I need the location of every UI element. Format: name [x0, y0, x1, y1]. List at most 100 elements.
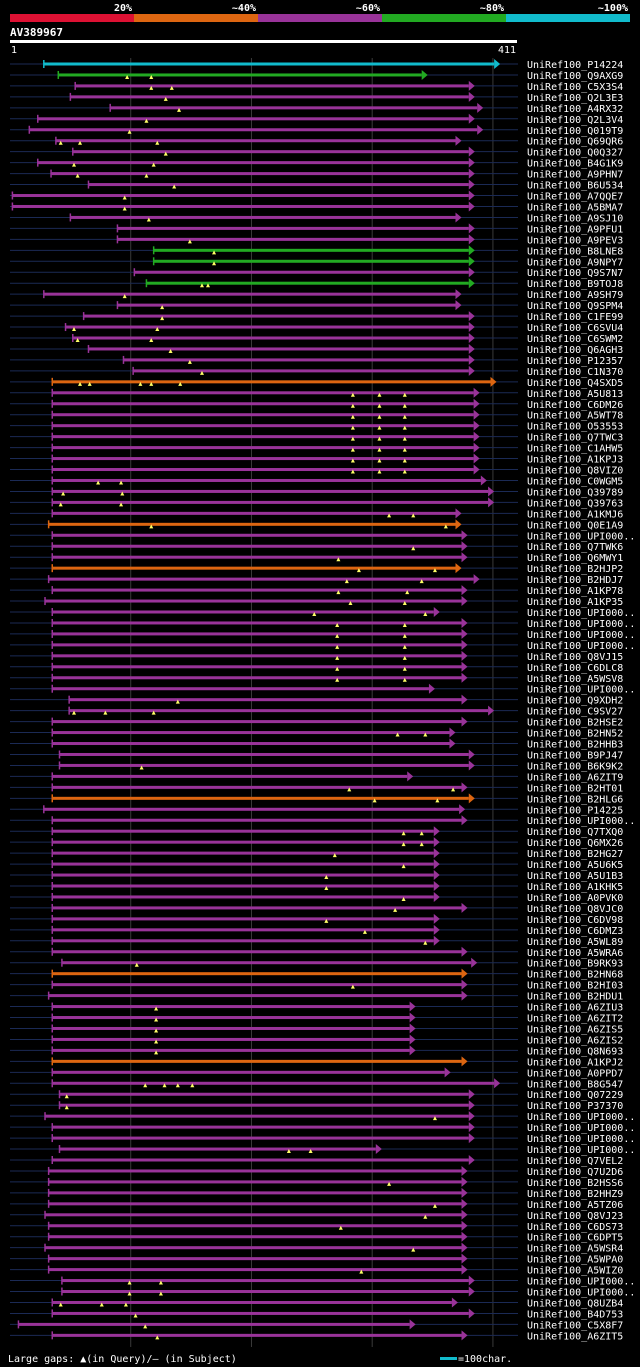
hit-label[interactable]: UniRef100_UPI000.. — [527, 1145, 635, 1156]
hit-row[interactable]: UniRef100_Q8UZB4 — [10, 1297, 623, 1309]
hit-label[interactable]: UniRef100_P14225 — [527, 805, 623, 816]
hit-row[interactable]: UniRef100_A9PEV3 — [10, 234, 623, 246]
hit-label[interactable]: UniRef100_Q8UZB4 — [527, 1298, 623, 1309]
hit-label[interactable]: UniRef100_B4D753 — [527, 1309, 623, 1320]
hit-bar[interactable] — [52, 895, 434, 899]
hit-row[interactable]: UniRef100_Q8VJ15 — [10, 650, 623, 663]
hit-bar[interactable] — [48, 1224, 462, 1228]
hit-bar[interactable] — [48, 1191, 462, 1195]
hit-bar[interactable] — [52, 928, 434, 932]
hit-label[interactable]: UniRef100_C6SVU4 — [527, 323, 623, 334]
hit-row[interactable]: UniRef100_A6ZIS2 — [10, 1034, 623, 1046]
hit-bar[interactable] — [52, 862, 434, 866]
hit-row[interactable]: UniRef100_B9TOJ8 — [10, 278, 623, 290]
hit-bar[interactable] — [52, 1037, 410, 1041]
hit-bar[interactable] — [134, 270, 469, 274]
hit-row[interactable]: UniRef100_B8LNE8 — [10, 245, 623, 257]
hit-row[interactable]: UniRef100_B2HG27 — [10, 848, 623, 860]
hit-row[interactable]: UniRef100_A1KP35 — [10, 596, 623, 608]
hit-label[interactable]: UniRef100_A5BMA7 — [527, 202, 623, 213]
hit-bar[interactable] — [69, 698, 462, 702]
hit-bar[interactable] — [59, 1092, 469, 1096]
hit-bar[interactable] — [52, 478, 481, 482]
hit-bar[interactable] — [59, 1147, 376, 1151]
hit-row[interactable]: UniRef100_UPI000.. — [10, 1275, 635, 1288]
hit-row[interactable]: UniRef100_Q8N693 — [10, 1045, 623, 1057]
hit-row[interactable]: UniRef100_A5U813 — [10, 387, 623, 400]
hit-label[interactable]: UniRef100_B6U534 — [527, 181, 623, 192]
hit-label[interactable]: UniRef100_A5WPA0 — [527, 1255, 623, 1266]
hit-row[interactable]: UniRef100_Q6MX26 — [10, 837, 623, 849]
hit-label[interactable]: UniRef100_Q39789 — [527, 487, 623, 498]
hit-label[interactable]: UniRef100_UPI000.. — [527, 1277, 635, 1288]
hit-label[interactable]: UniRef100_B9RK93 — [527, 959, 623, 970]
hit-label[interactable]: UniRef100_A0PVK0 — [527, 893, 623, 904]
hit-bar[interactable] — [52, 391, 474, 395]
hit-bar[interactable] — [43, 807, 460, 811]
hit-bar[interactable] — [52, 621, 462, 625]
hit-label[interactable]: UniRef100_Q6MX26 — [527, 838, 623, 849]
hit-row[interactable]: UniRef100_B2HHB3 — [10, 738, 623, 751]
hit-row[interactable]: UniRef100_Q4SXD5 — [10, 376, 623, 389]
hit-label[interactable]: UniRef100_Q8VIZ0 — [527, 466, 623, 477]
hit-row[interactable]: UniRef100_Q0E1A9 — [10, 519, 623, 531]
hit-label[interactable]: UniRef100_B2HHB3 — [527, 740, 623, 751]
hit-label[interactable]: UniRef100_B9PJ47 — [527, 750, 623, 761]
hit-label[interactable]: UniRef100_UPI000.. — [527, 608, 635, 619]
hit-label[interactable]: UniRef100_C6DLC8 — [527, 663, 623, 674]
hit-bar[interactable] — [70, 215, 456, 219]
hit-bar[interactable] — [52, 500, 489, 504]
hit-bar[interactable] — [58, 73, 422, 77]
hit-label[interactable]: UniRef100_A5U813 — [527, 389, 623, 400]
hit-label[interactable]: UniRef100_Q39763 — [527, 498, 623, 509]
hit-label[interactable]: UniRef100_A6ZIT2 — [527, 1014, 623, 1025]
hit-row[interactable]: UniRef100_A1KPJ2 — [10, 1056, 623, 1068]
hit-label[interactable]: UniRef100_Q4SXD5 — [527, 378, 623, 389]
hit-row[interactable]: UniRef100_C9SV27 — [10, 705, 623, 718]
hit-row[interactable]: UniRef100_C1AHW5 — [10, 442, 623, 455]
hit-label[interactable]: UniRef100_Q0E1A9 — [527, 520, 623, 531]
hit-bar[interactable] — [52, 983, 462, 987]
hit-row[interactable]: UniRef100_Q2L3V4 — [10, 113, 623, 126]
hit-row[interactable]: UniRef100_C5X3S4 — [10, 80, 623, 93]
hit-bar[interactable] — [52, 774, 408, 778]
hit-row[interactable]: UniRef100_UPI000.. — [10, 1144, 635, 1156]
hit-row[interactable]: UniRef100_Q07229 — [10, 1089, 623, 1101]
hit-bar[interactable] — [52, 533, 462, 537]
hit-label[interactable]: UniRef100_B8LNE8 — [527, 246, 623, 257]
hit-bar[interactable] — [52, 950, 462, 954]
hit-bar[interactable] — [52, 1070, 445, 1074]
hit-bar[interactable] — [52, 446, 474, 450]
hit-row[interactable]: UniRef100_Q7TWK6 — [10, 541, 623, 553]
hit-row[interactable]: UniRef100_B4G1K9 — [10, 157, 623, 170]
hit-label[interactable]: UniRef100_Q7VEL2 — [527, 1156, 623, 1167]
hit-bar[interactable] — [18, 1322, 410, 1326]
hit-row[interactable]: UniRef100_A5U6K5 — [10, 859, 623, 871]
hit-bar[interactable] — [52, 457, 474, 461]
hit-row[interactable]: UniRef100_P12357 — [10, 354, 623, 367]
hit-label[interactable]: UniRef100_UPI000.. — [527, 685, 635, 696]
hit-bar[interactable] — [52, 632, 462, 636]
hit-label[interactable]: UniRef100_A6ZIT9 — [527, 772, 623, 783]
hit-label[interactable]: UniRef100_Q07229 — [527, 1090, 623, 1101]
hit-label[interactable]: UniRef100_A1KPJ2 — [527, 1057, 623, 1068]
hit-label[interactable]: UniRef100_Q7U2D6 — [527, 1167, 623, 1178]
hit-row[interactable]: UniRef100_C0WGM5 — [10, 475, 623, 487]
hit-label[interactable]: UniRef100_B2HN52 — [527, 729, 623, 740]
hit-row[interactable]: UniRef100_UPI000.. — [10, 1122, 635, 1134]
hit-label[interactable]: UniRef100_UPI000.. — [527, 816, 635, 827]
hit-label[interactable]: UniRef100_B4G1K9 — [527, 159, 623, 170]
hit-bar[interactable] — [75, 84, 469, 88]
hit-row[interactable]: UniRef100_Q8VIZ0 — [10, 464, 623, 477]
hit-row[interactable]: UniRef100_Q9S7N7 — [10, 267, 623, 279]
hit-label[interactable]: UniRef100_B2HI03 — [527, 981, 623, 992]
hit-bar[interactable] — [52, 1048, 410, 1052]
hit-label[interactable]: UniRef100_Q8VJC0 — [527, 904, 623, 915]
hit-label[interactable]: UniRef100_A5U6K5 — [527, 860, 623, 871]
hit-label[interactable]: UniRef100_A0PPD7 — [527, 1068, 623, 1079]
hit-row[interactable]: UniRef100_UPI000.. — [10, 617, 635, 630]
hit-row[interactable]: UniRef100_B6K9K2 — [10, 760, 623, 772]
hit-bar[interactable] — [52, 380, 491, 384]
hit-bar[interactable] — [52, 511, 456, 515]
hit-row[interactable]: UniRef100_A5WSR4 — [10, 1242, 623, 1255]
